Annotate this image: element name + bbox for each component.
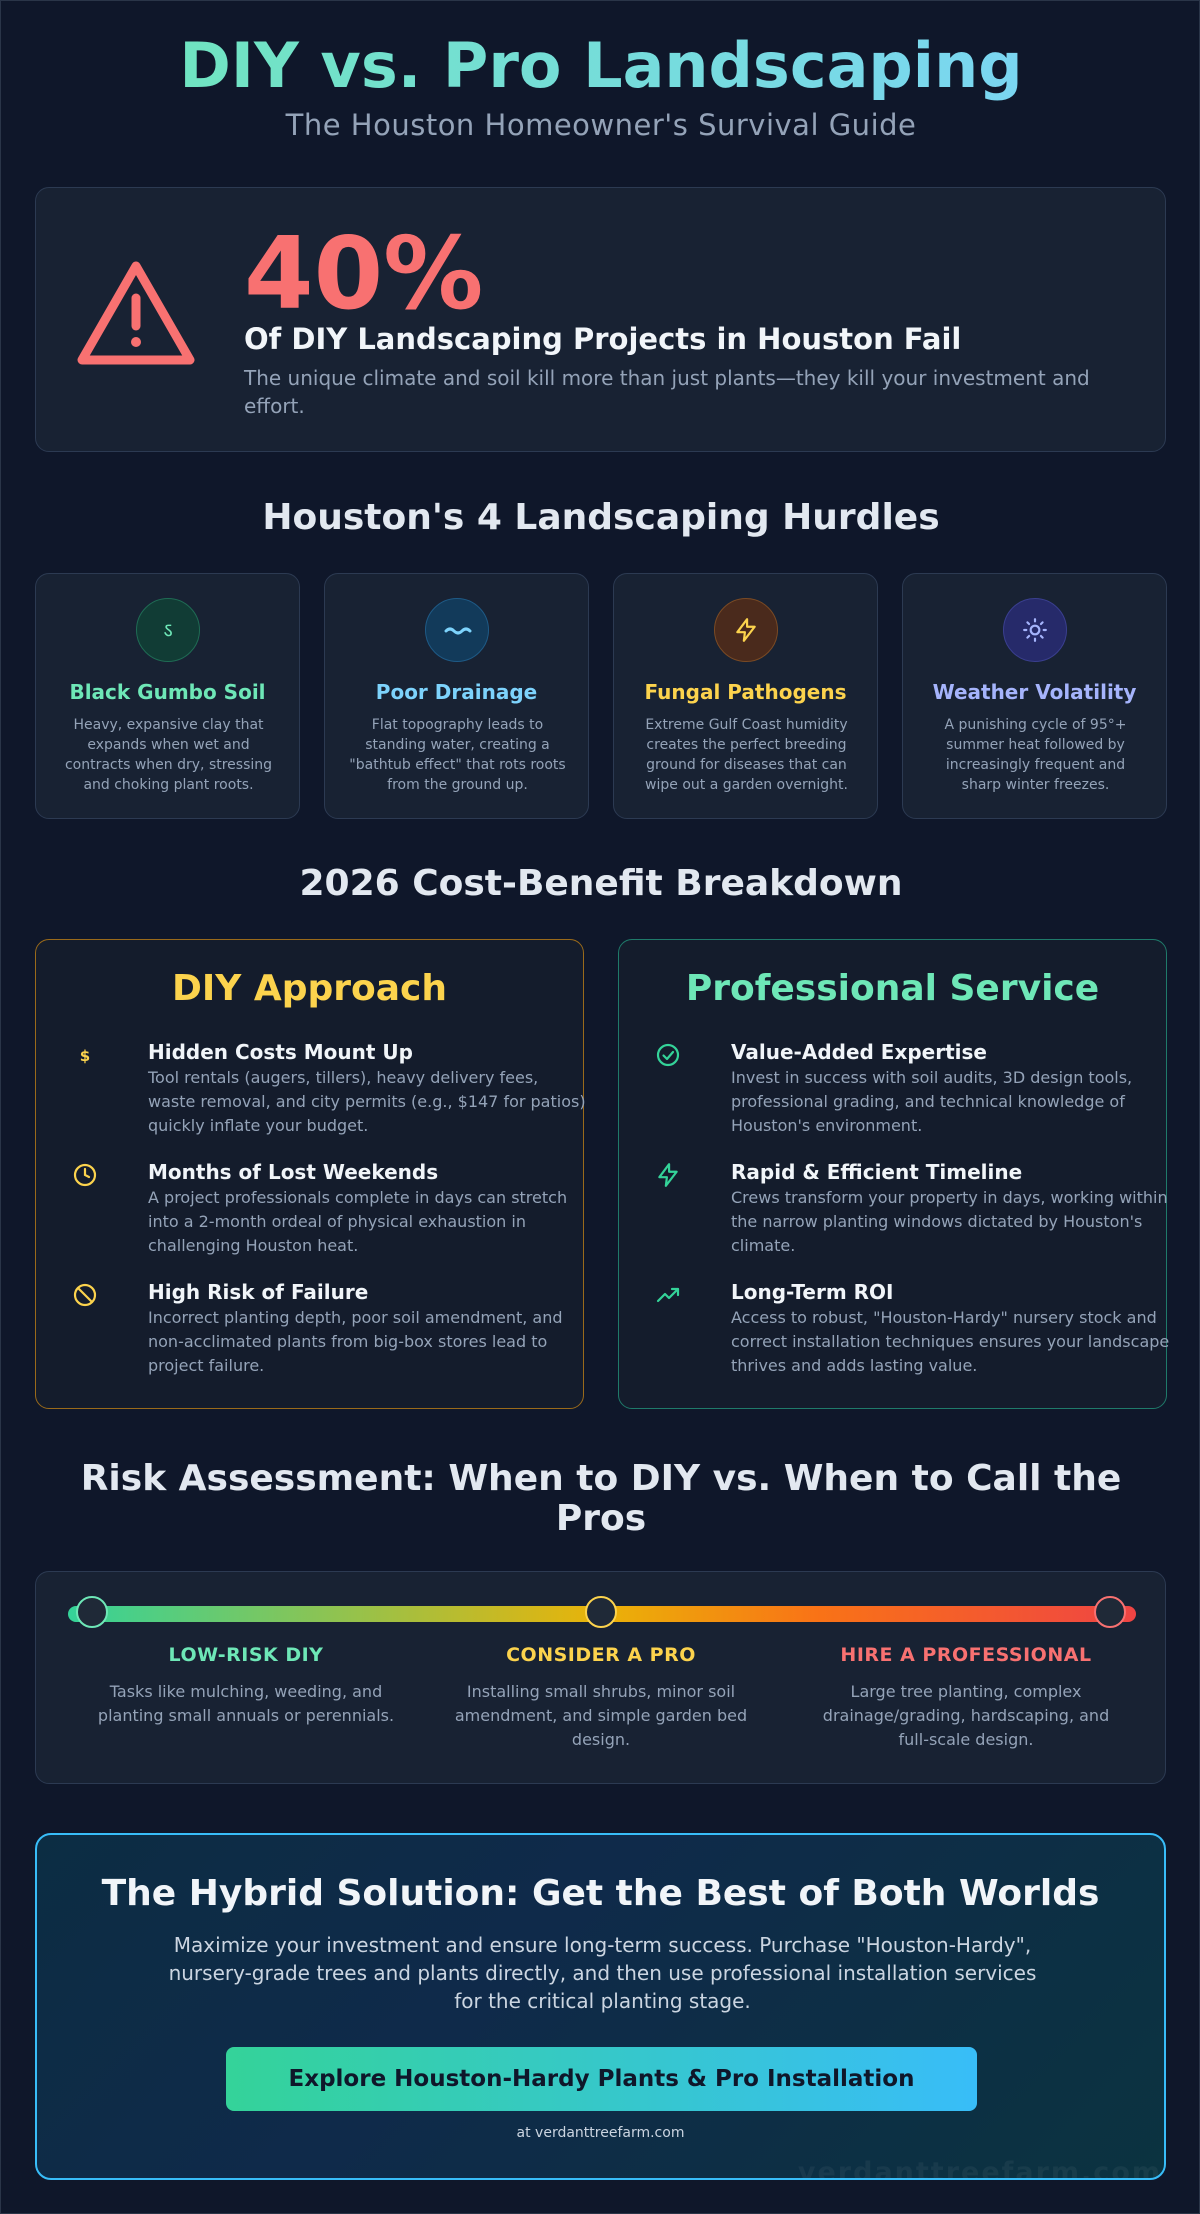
- sun-icon: [1003, 598, 1067, 662]
- risk-marker-low: [76, 1596, 108, 1628]
- header: DIY vs. Pro Landscaping The Houston Home…: [1, 25, 1199, 143]
- risk-level-high: HIRE A PROFESSIONAL Large tree planting,…: [806, 1644, 1126, 1752]
- risk-level-title: LOW-RISK DIY: [168, 1644, 324, 1666]
- professional-service-card: Professional Service Value-Added Experti…: [618, 939, 1169, 1409]
- watermark: verdanttreefarm.com: [797, 2157, 1162, 2180]
- item-title: Value-Added Expertise: [731, 1040, 987, 1064]
- trending-up-icon: [656, 1287, 680, 1303]
- risk-level-medium: CONSIDER A PRO Installing small shrubs, …: [441, 1644, 761, 1752]
- stat-value: 40%: [244, 215, 484, 332]
- breakdown-title: 2026 Cost-Benefit Breakdown: [299, 863, 903, 904]
- diy-title: DIY Approach: [171, 968, 448, 1009]
- hurdle-title: Fungal Pathogens: [644, 680, 847, 704]
- hurdle-title: Poor Drainage: [375, 680, 538, 704]
- cta-title: The Hybrid Solution: Get the Best of Bot…: [101, 1873, 1100, 1914]
- page-title: DIY vs. Pro Landscaping: [1, 25, 1199, 107]
- stat-description: The unique climate and soil kill more th…: [244, 366, 1090, 418]
- risk-marker-high: [1094, 1596, 1126, 1628]
- risk-level-description: Tasks like mulching, weeding, and planti…: [97, 1682, 395, 1725]
- page-subtitle: The Houston Homeowner's Survival Guide: [285, 108, 917, 142]
- hurdle-description: Extreme Gulf Coast humidity creates the …: [645, 717, 848, 793]
- item-title: Rapid & Efficient Timeline: [731, 1160, 1023, 1184]
- water-icon: [425, 598, 489, 662]
- dollar-icon: $: [80, 1047, 90, 1065]
- item-title: Months of Lost Weekends: [148, 1160, 439, 1184]
- risk-level-title: HIRE A PROFESSIONAL: [840, 1644, 1092, 1666]
- item-description: Tool rentals (augers, tillers), heavy de…: [148, 1068, 586, 1135]
- cta-description: Maximize your investment and ensure long…: [168, 1933, 1037, 2013]
- item-description: Incorrect planting depth, poor soil amen…: [148, 1308, 563, 1375]
- hurdle-description: Flat topography leads to standing water,…: [349, 717, 566, 793]
- item-description: Crews transform your property in days, w…: [731, 1188, 1168, 1255]
- item-title: Long-Term ROI: [731, 1280, 894, 1304]
- item-title: High Risk of Failure: [148, 1280, 369, 1304]
- risk-level-description: Installing small shrubs, minor soil amen…: [454, 1682, 748, 1749]
- stat-headline: Of DIY Landscaping Projects in Houston F…: [244, 322, 962, 356]
- hurdle-card-soil: ऽ Black Gumbo Soil Heavy, expansive clay…: [35, 573, 300, 819]
- pro-title: Professional Service: [685, 968, 1100, 1009]
- explore-plants-button[interactable]: Explore Houston-Hardy Plants & Pro Insta…: [226, 2047, 977, 2111]
- risk-level-title: CONSIDER A PRO: [506, 1644, 696, 1666]
- cta-url: at verdanttreefarm.com: [516, 2125, 685, 2141]
- risk-level-low: LOW-RISK DIY Tasks like mulching, weedin…: [86, 1644, 406, 1728]
- warning-triangle-icon: [77, 261, 195, 365]
- hurdle-description: Heavy, expansive clay that expands when …: [64, 717, 273, 793]
- clock-icon: [73, 1163, 97, 1187]
- check-circle-icon: [656, 1043, 680, 1067]
- hurdle-card-fungal: Fungal Pathogens Extreme Gulf Coast humi…: [613, 573, 878, 819]
- hurdle-card-weather: Weather Volatility A punishing cycle of …: [902, 573, 1167, 819]
- item-description: A project professionals complete in days…: [148, 1188, 568, 1255]
- risk-level-description: Large tree planting, complex drainage/gr…: [822, 1682, 1110, 1749]
- hurdle-card-drainage: Poor Drainage Flat topography leads to s…: [324, 573, 589, 819]
- risk-title: Risk Assessment: When to DIY vs. When to…: [80, 1458, 1122, 1539]
- risk-marker-medium: [585, 1596, 617, 1628]
- ban-icon: [73, 1283, 97, 1307]
- item-title: Hidden Costs Mount Up: [148, 1040, 413, 1064]
- svg-text:$: $: [80, 1047, 90, 1065]
- lightning-icon: [658, 1163, 678, 1187]
- svg-text:ऽ: ऽ: [163, 618, 172, 642]
- hurdles-title: Houston's 4 Landscaping Hurdles: [262, 497, 940, 538]
- diy-approach-card: DIY Approach $ Hidden Costs Mount Up Too…: [35, 939, 586, 1409]
- hybrid-solution-card: The Hybrid Solution: Get the Best of Bot…: [35, 1833, 1166, 2180]
- item-description: Invest in success with soil audits, 3D d…: [731, 1068, 1133, 1135]
- hurdle-description: A punishing cycle of 95°+ summer heat fo…: [944, 717, 1127, 793]
- failure-stat-card: 40% Of DIY Landscaping Projects in Houst…: [35, 187, 1166, 452]
- item-description: Access to robust, "Houston-Hardy" nurser…: [731, 1308, 1170, 1375]
- hurdle-title: Weather Volatility: [932, 680, 1137, 704]
- lightning-icon: [714, 598, 778, 662]
- risk-assessment-card: LOW-RISK DIY Tasks like mulching, weedin…: [35, 1571, 1166, 1784]
- hurdle-title: Black Gumbo Soil: [69, 680, 266, 704]
- soil-icon: ऽ: [136, 598, 200, 662]
